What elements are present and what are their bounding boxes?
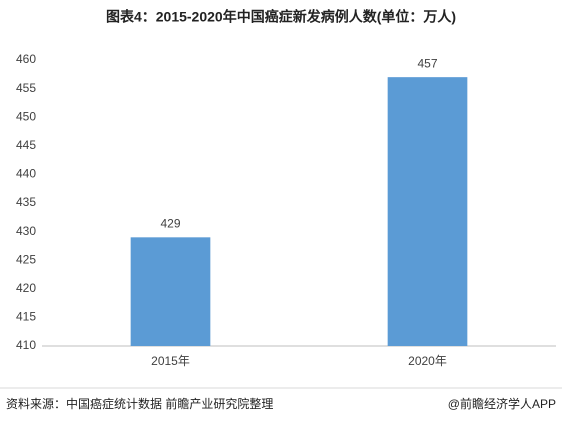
y-tick-label: 410	[16, 338, 36, 352]
y-tick-label: 435	[16, 195, 36, 209]
y-tick-label: 415	[16, 310, 36, 324]
value-label: 457	[417, 56, 437, 70]
value-label: 429	[160, 216, 180, 230]
y-tick-label: 450	[16, 109, 36, 123]
y-tick-label: 420	[16, 281, 36, 295]
y-tick-label: 425	[16, 252, 36, 266]
x-tick-label: 2020年	[408, 354, 447, 368]
y-tick-label: 440	[16, 167, 36, 181]
y-tick-label: 455	[16, 81, 36, 95]
bar	[130, 237, 211, 346]
credit-note: @前瞻经济学人APP	[448, 396, 556, 411]
chart-title: 图表4：2015-2020年中国癌症新发病例人数(单位：万人)	[106, 9, 456, 25]
source-note: 资料来源：中国癌症统计数据 前瞻产业研究院整理	[6, 396, 273, 411]
x-tick-label: 2015年	[151, 354, 190, 368]
y-tick-label: 460	[16, 52, 36, 66]
y-tick-label: 445	[16, 138, 36, 152]
y-tick-label: 430	[16, 224, 36, 238]
bar	[387, 77, 468, 346]
